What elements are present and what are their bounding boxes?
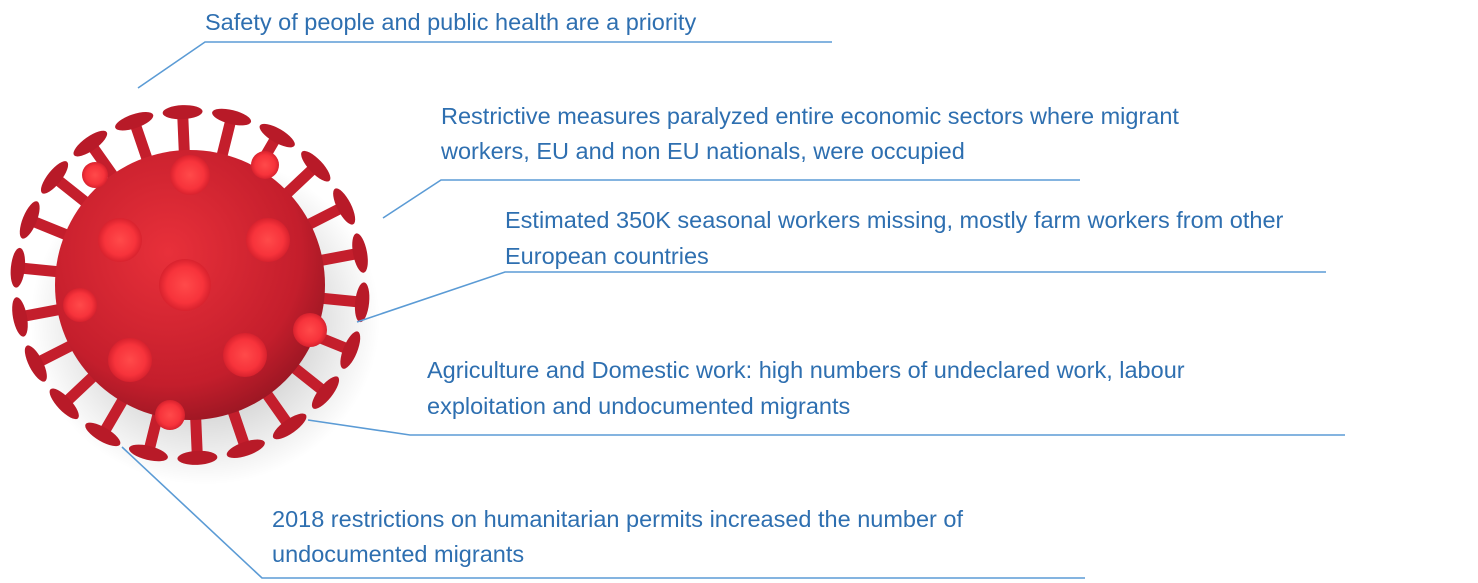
virus-spot [246, 218, 290, 262]
callout-line: Safety of people and public health are a… [205, 9, 696, 35]
virus-icon [9, 104, 380, 485]
virus-spot [82, 162, 108, 188]
virus-spot [170, 155, 210, 195]
callout-line: Restrictive measures paralyzed entire ec… [441, 103, 1179, 129]
virus-spot [223, 333, 267, 377]
virus-spike-cap [256, 119, 298, 151]
virus-spot [155, 400, 185, 430]
virus-spot [63, 288, 97, 322]
virus-spike-cap [162, 104, 203, 120]
virus-spike-cap [9, 247, 27, 288]
connector [357, 272, 1326, 322]
connector [138, 42, 832, 88]
callout-line: workers, EU and non EU nationals, were o… [440, 138, 965, 164]
callout-line: 2018 restrictions on humanitarian permit… [272, 506, 963, 532]
page: {"callouts": [ {"lines": ["Safety of peo… [0, 0, 1478, 583]
callout-line: undocumented migrants [272, 541, 524, 567]
virus-spot [251, 151, 279, 179]
callout: Safety of people and public health are a… [205, 9, 696, 35]
virus-spot [293, 313, 327, 347]
callout: 2018 restrictions on humanitarian permit… [272, 506, 970, 567]
virus-spot [108, 338, 152, 382]
callout: Estimated 350K seasonal workers missing,… [505, 207, 1290, 269]
connector [308, 420, 1345, 435]
callout: Agriculture and Domestic work: high numb… [427, 357, 1191, 419]
virus-spot [98, 218, 142, 262]
callout-line: exploitation and undocumented migrants [427, 393, 850, 419]
callout: Restrictive measures paralyzed entire ec… [440, 103, 1185, 164]
callout-line: Agriculture and Domestic work: high numb… [427, 357, 1185, 383]
virus-spot [159, 259, 211, 311]
callout-line: Estimated 350K seasonal workers missing,… [505, 207, 1284, 233]
callout-line: European countries [505, 243, 709, 269]
infographic: Safety of people and public health are a… [0, 0, 1478, 583]
